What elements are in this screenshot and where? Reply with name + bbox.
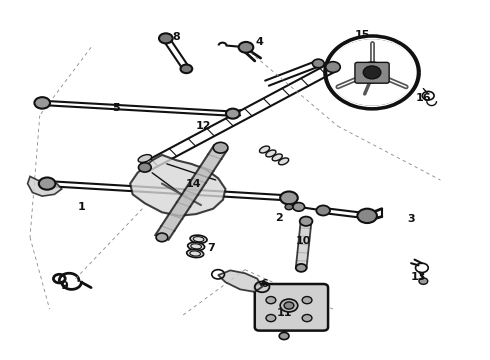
Circle shape	[300, 217, 313, 226]
Circle shape	[239, 42, 253, 53]
Circle shape	[313, 59, 324, 68]
Circle shape	[317, 206, 330, 216]
Text: 9: 9	[60, 281, 68, 291]
Ellipse shape	[260, 146, 270, 153]
Circle shape	[213, 142, 228, 153]
Text: 11: 11	[276, 308, 292, 318]
Circle shape	[180, 64, 192, 73]
Ellipse shape	[190, 235, 207, 243]
Circle shape	[139, 163, 151, 172]
Ellipse shape	[272, 154, 282, 161]
Text: 14: 14	[186, 179, 201, 189]
Circle shape	[34, 97, 50, 109]
Ellipse shape	[188, 242, 205, 250]
Circle shape	[296, 264, 307, 272]
Text: 1: 1	[77, 202, 85, 212]
Circle shape	[284, 302, 294, 309]
Polygon shape	[218, 270, 262, 292]
Ellipse shape	[187, 249, 204, 257]
Circle shape	[358, 62, 386, 82]
Circle shape	[226, 109, 240, 119]
Circle shape	[326, 62, 340, 72]
Circle shape	[357, 209, 377, 223]
Circle shape	[159, 33, 172, 43]
Circle shape	[280, 299, 298, 312]
Text: 7: 7	[207, 243, 215, 253]
Circle shape	[285, 204, 293, 210]
Text: 8: 8	[172, 32, 180, 41]
Circle shape	[293, 203, 305, 211]
Circle shape	[363, 66, 381, 79]
Text: 12: 12	[196, 121, 211, 131]
Circle shape	[302, 297, 312, 304]
Text: 15: 15	[355, 30, 370, 40]
Circle shape	[419, 278, 428, 284]
Ellipse shape	[266, 150, 276, 157]
Circle shape	[280, 192, 298, 204]
Text: 10: 10	[296, 236, 311, 246]
Text: 5: 5	[112, 103, 120, 113]
Text: 2: 2	[275, 213, 283, 222]
Text: 13: 13	[411, 272, 426, 282]
Circle shape	[266, 315, 276, 321]
Polygon shape	[130, 155, 225, 216]
FancyBboxPatch shape	[355, 62, 389, 83]
Circle shape	[266, 297, 276, 304]
Text: 6: 6	[261, 279, 269, 289]
FancyBboxPatch shape	[255, 284, 328, 330]
Circle shape	[279, 332, 289, 339]
Circle shape	[39, 177, 55, 190]
Text: 3: 3	[407, 215, 415, 224]
Ellipse shape	[138, 154, 151, 162]
Ellipse shape	[278, 158, 289, 165]
Polygon shape	[155, 145, 227, 240]
Polygon shape	[296, 221, 312, 268]
Text: 16: 16	[416, 93, 431, 103]
Text: 4: 4	[256, 37, 264, 47]
Circle shape	[156, 233, 168, 242]
Circle shape	[302, 315, 312, 321]
Polygon shape	[27, 176, 62, 196]
